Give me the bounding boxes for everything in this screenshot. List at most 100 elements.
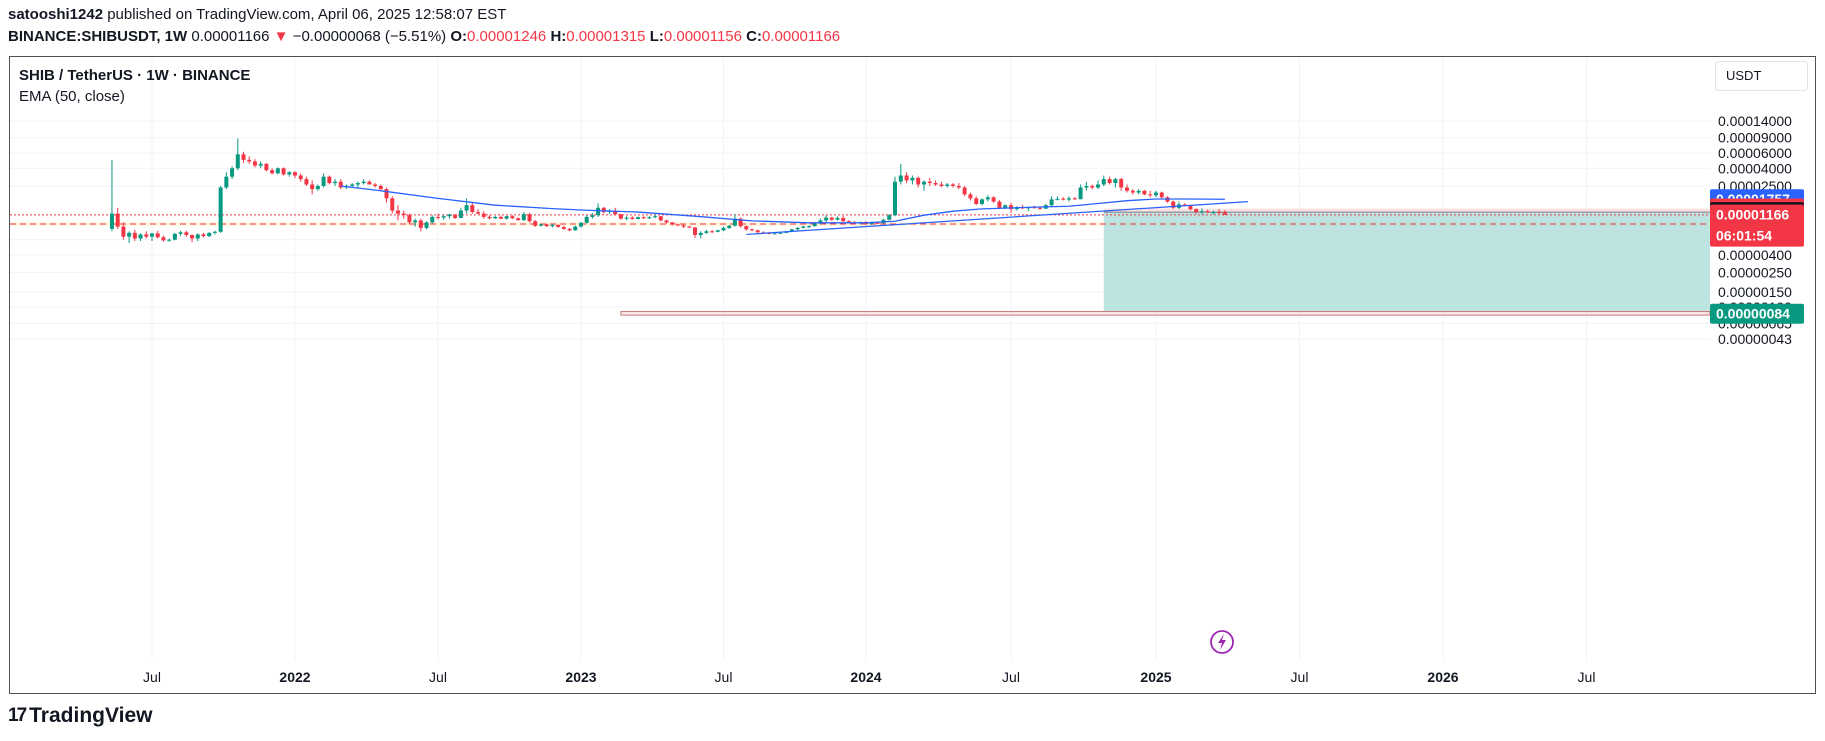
- y-axis-tick-label: 0.00000250: [1718, 265, 1792, 281]
- candle-body: [1113, 179, 1118, 184]
- candle-body: [190, 234, 195, 239]
- candle-body: [1217, 212, 1222, 214]
- candle-body: [721, 227, 726, 231]
- x-axis-tick-label: 2025: [1140, 669, 1171, 685]
- y-axis-tick-label: 0.00000150: [1718, 284, 1792, 300]
- author-name[interactable]: satooshi1242: [8, 6, 104, 23]
- chart-legend-title[interactable]: SHIB / TetherUS · 1W · BINANCE: [19, 67, 251, 84]
- candle-body: [1148, 194, 1153, 196]
- candle-body: [750, 229, 754, 231]
- candle-body: [630, 217, 635, 219]
- candle-body: [968, 194, 973, 199]
- candle-body: [681, 225, 686, 227]
- last-value: 0.00001166: [191, 28, 270, 45]
- candle-body: [161, 237, 166, 241]
- candle-body: [744, 226, 749, 230]
- candle-body: [304, 179, 309, 185]
- candle-body: [1211, 212, 1216, 214]
- candle-body: [413, 220, 418, 223]
- candle-body: [247, 159, 252, 162]
- x-axis-tick-label: 2022: [279, 669, 310, 685]
- candle-body: [795, 227, 800, 230]
- candle-body: [835, 217, 840, 220]
- candle-body: [818, 220, 823, 224]
- stop-loss-zone[interactable]: [1103, 208, 1710, 213]
- open-label: O:: [450, 28, 468, 45]
- candle-body: [493, 216, 498, 219]
- candle-body: [590, 215, 595, 217]
- candle-body: [1078, 187, 1083, 200]
- candle-body: [1154, 192, 1158, 196]
- candle-body: [230, 168, 235, 177]
- candle-body: [1038, 207, 1042, 209]
- candle-body: [641, 217, 646, 219]
- candle-body: [1107, 179, 1112, 184]
- candle-body: [951, 184, 955, 186]
- candle-body: [470, 205, 475, 213]
- candle-body: [212, 231, 217, 233]
- candle-body: [1072, 198, 1077, 200]
- x-axis-tick-label: Jul: [1578, 669, 1596, 685]
- publish-header: satooshi1242 published on TradingView.co…: [8, 6, 506, 23]
- candle-body: [945, 184, 950, 186]
- candle-body: [904, 175, 909, 181]
- low-value: 0.00001156: [663, 28, 742, 45]
- candle-body: [887, 215, 892, 220]
- tradingview-logo-icon: 17: [8, 705, 27, 726]
- candle-body: [939, 184, 944, 186]
- candle-body: [538, 224, 543, 226]
- candle-body: [275, 168, 280, 174]
- candle-body: [178, 232, 183, 234]
- take-profit-zone[interactable]: [1103, 212, 1710, 314]
- candle-body: [1194, 209, 1199, 213]
- candle-body: [561, 227, 566, 229]
- target-box[interactable]: [620, 311, 1711, 316]
- candle-body: [997, 201, 1002, 208]
- candle-body: [1125, 187, 1129, 191]
- candle-body: [373, 184, 378, 186]
- candle-body: [789, 229, 794, 232]
- candle-body: [974, 198, 979, 204]
- ema-indicator-legend[interactable]: EMA (50, close): [19, 88, 125, 105]
- candle-body: [1130, 190, 1135, 193]
- candle-body: [293, 172, 297, 176]
- countdown-label: 06:01:54: [1716, 228, 1772, 244]
- candle-body: [1182, 204, 1187, 206]
- candle-body: [875, 222, 880, 224]
- tradingview-logo-text: TradingView: [29, 704, 153, 727]
- x-axis-tick-label: Jul: [1002, 669, 1020, 685]
- candle-body: [596, 207, 601, 216]
- candle-body: [670, 222, 675, 225]
- candle-body: [1101, 179, 1106, 185]
- candle-body: [573, 226, 578, 231]
- candle-body: [658, 216, 663, 221]
- candle-body: [447, 214, 452, 217]
- ascending-trendline[interactable]: [746, 201, 1248, 236]
- open-value: 0.00001246: [467, 28, 547, 45]
- candle-body: [270, 170, 275, 174]
- candle-body: [687, 226, 692, 228]
- candle-body: [698, 232, 703, 235]
- candle-body: [287, 172, 292, 175]
- candle-body: [1171, 201, 1176, 208]
- last-price-label: 0.00001166: [1716, 207, 1789, 223]
- x-axis-tick-label: Jul: [1291, 669, 1309, 685]
- candle-body: [418, 220, 423, 228]
- candle-body: [207, 232, 212, 237]
- ema-50-line[interactable]: [340, 185, 1225, 224]
- candle-body: [693, 227, 697, 235]
- tradingview-logo[interactable]: 17 TradingView: [8, 704, 152, 728]
- candle-body: [1136, 190, 1141, 193]
- candle-body: [664, 220, 669, 223]
- candle-body: [132, 232, 137, 239]
- change-value: −0.00000068 (−5.51%): [292, 28, 447, 45]
- candle-body: [150, 233, 154, 237]
- currency-button[interactable]: USDT: [1715, 61, 1808, 91]
- candle-body: [962, 187, 967, 195]
- last-price-label-bg: [1710, 204, 1804, 247]
- candle-body: [922, 181, 926, 185]
- candle-body: [991, 197, 996, 202]
- candle-body: [1049, 199, 1054, 206]
- candle-body: [933, 183, 938, 185]
